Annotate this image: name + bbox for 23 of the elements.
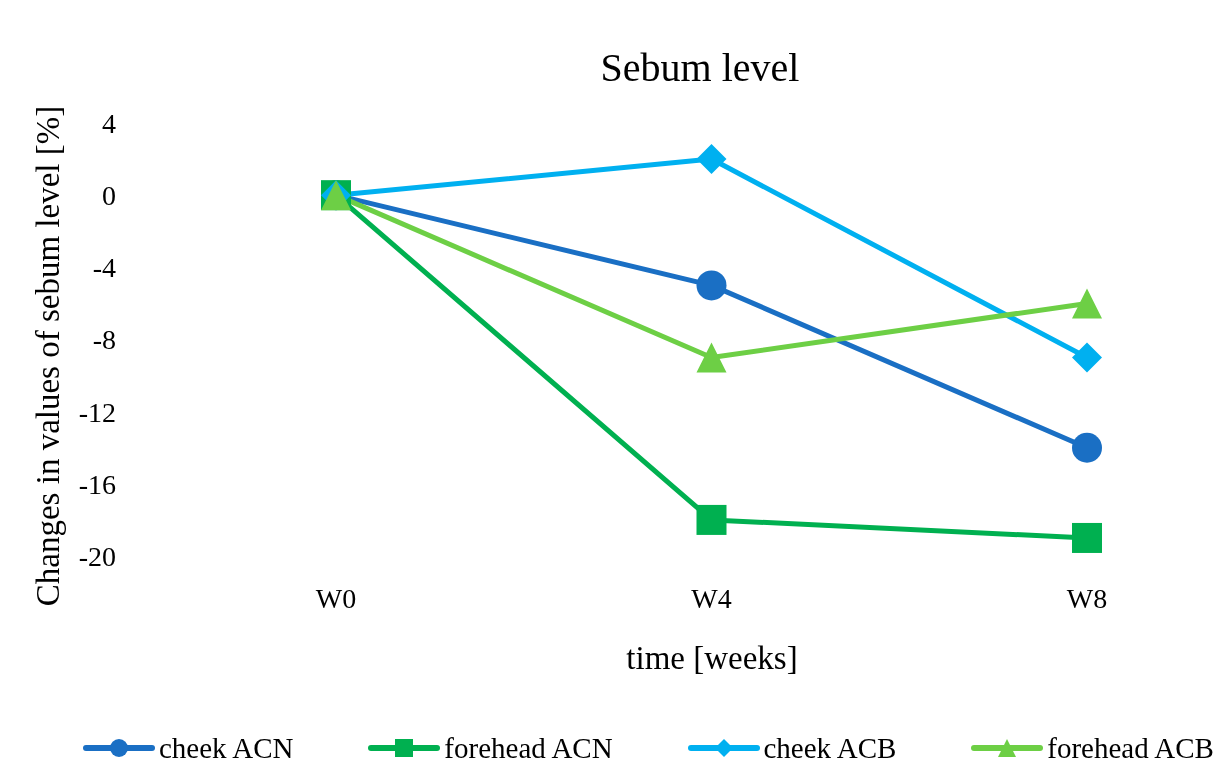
y-tick-label: -8 (92, 324, 116, 356)
chart-title: Sebum level (600, 45, 800, 90)
point (1072, 432, 1102, 463)
y-tick-label: -20 (78, 540, 116, 572)
point (696, 504, 727, 535)
x-axis-title: time [weeks] (626, 639, 798, 676)
legend-label: forehead ACB (1047, 731, 1214, 764)
y-tick-label: 0 (102, 180, 116, 212)
point (1072, 342, 1102, 373)
y-tick-label: -4 (92, 252, 116, 284)
point (696, 270, 727, 301)
y-tick-label: 4 (102, 107, 116, 139)
x-tick-label: W8 (1066, 582, 1108, 614)
legend-label: cheek ACN (159, 731, 294, 764)
y-tick-label: -16 (78, 468, 116, 500)
legend-label: forehead ACN (444, 731, 613, 764)
point (696, 144, 727, 175)
point (1072, 522, 1102, 553)
legend-label: cheek ACB (763, 731, 897, 764)
y-axis-title: Changes in values of sebum level [%] (29, 105, 66, 607)
x-tick-label: W0 (315, 582, 357, 614)
x-tick-label: W4 (691, 582, 732, 614)
y-tick-label: -12 (78, 396, 116, 428)
